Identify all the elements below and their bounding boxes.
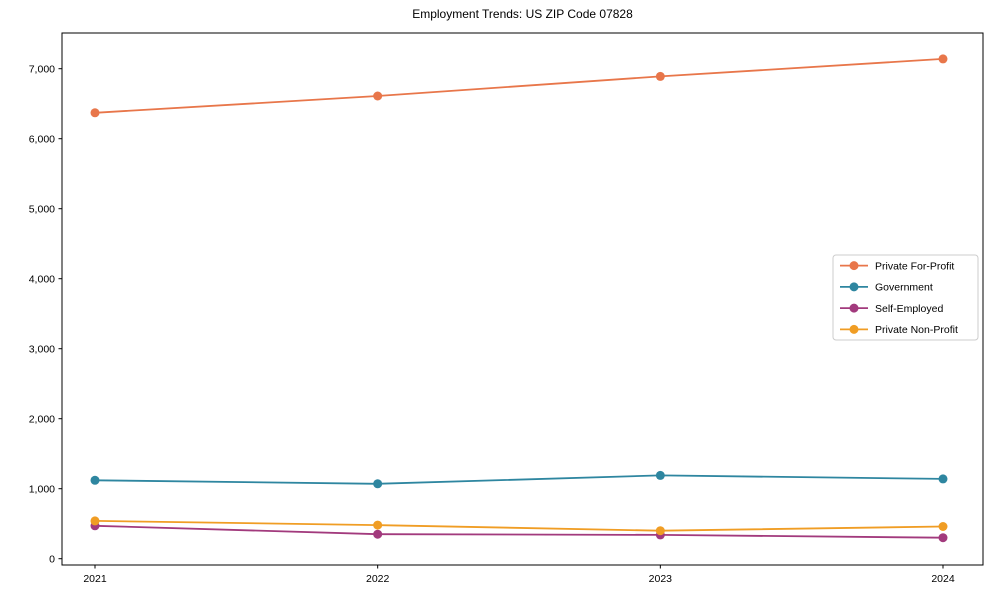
data-point-government-2024 bbox=[938, 474, 948, 484]
series-line-self-employed bbox=[94, 524, 944, 539]
data-point-private-non-profit-2023 bbox=[655, 526, 665, 536]
x-tick-label: 2023 bbox=[649, 573, 673, 585]
data-point-private-for-profit-2024 bbox=[938, 54, 948, 64]
y-tick-label: 6,000 bbox=[29, 133, 55, 145]
data-point-private-for-profit-2023 bbox=[655, 71, 665, 81]
series-line-private-non-profit bbox=[94, 520, 944, 532]
y-tick-label: 5,000 bbox=[29, 203, 55, 215]
y-tick-label: 1,000 bbox=[29, 483, 55, 495]
series-line-private-for-profit bbox=[94, 58, 944, 114]
legend-label-self-employed: Self-Employed bbox=[875, 303, 943, 315]
data-point-government-2022 bbox=[373, 479, 383, 489]
legend-marker-private-non-profit bbox=[849, 324, 859, 334]
data-point-government-2021 bbox=[90, 475, 100, 485]
data-point-private-for-profit-2022 bbox=[373, 91, 383, 101]
legend-marker-private-for-profit bbox=[849, 261, 859, 271]
data-point-self-employed-2024 bbox=[938, 533, 948, 543]
chart-title: Employment Trends: US ZIP Code 07828 bbox=[412, 7, 633, 21]
y-tick-label: 2,000 bbox=[29, 413, 55, 425]
y-tick-label: 4,000 bbox=[29, 273, 55, 285]
x-tick-label: 2022 bbox=[366, 573, 390, 585]
legend-label-government: Government bbox=[875, 282, 933, 294]
data-point-private-non-profit-2022 bbox=[373, 520, 383, 530]
data-point-self-employed-2022 bbox=[373, 529, 383, 539]
data-point-private-non-profit-2021 bbox=[90, 516, 100, 526]
legend-label-private-for-profit: Private For-Profit bbox=[875, 260, 954, 272]
legend-marker-government bbox=[849, 282, 859, 292]
y-tick-label: 7,000 bbox=[29, 63, 55, 75]
legend-label-private-non-profit: Private Non-Profit bbox=[875, 324, 958, 336]
legend: Private For-Profit Government Self-Employe… bbox=[832, 254, 979, 341]
plot-border bbox=[61, 32, 984, 566]
x-tick-label: 2024 bbox=[931, 573, 955, 585]
data-point-government-2023 bbox=[655, 470, 665, 480]
legend-frame bbox=[832, 254, 979, 341]
y-tick-label: 3,000 bbox=[29, 343, 55, 355]
y-tick-label: 0 bbox=[49, 553, 55, 565]
data-point-private-non-profit-2024 bbox=[938, 522, 948, 531]
legend-marker-self-employed bbox=[849, 303, 859, 313]
series-line-government bbox=[94, 474, 944, 485]
data-point-private-for-profit-2021 bbox=[90, 108, 100, 118]
x-tick-label: 2021 bbox=[83, 573, 107, 585]
